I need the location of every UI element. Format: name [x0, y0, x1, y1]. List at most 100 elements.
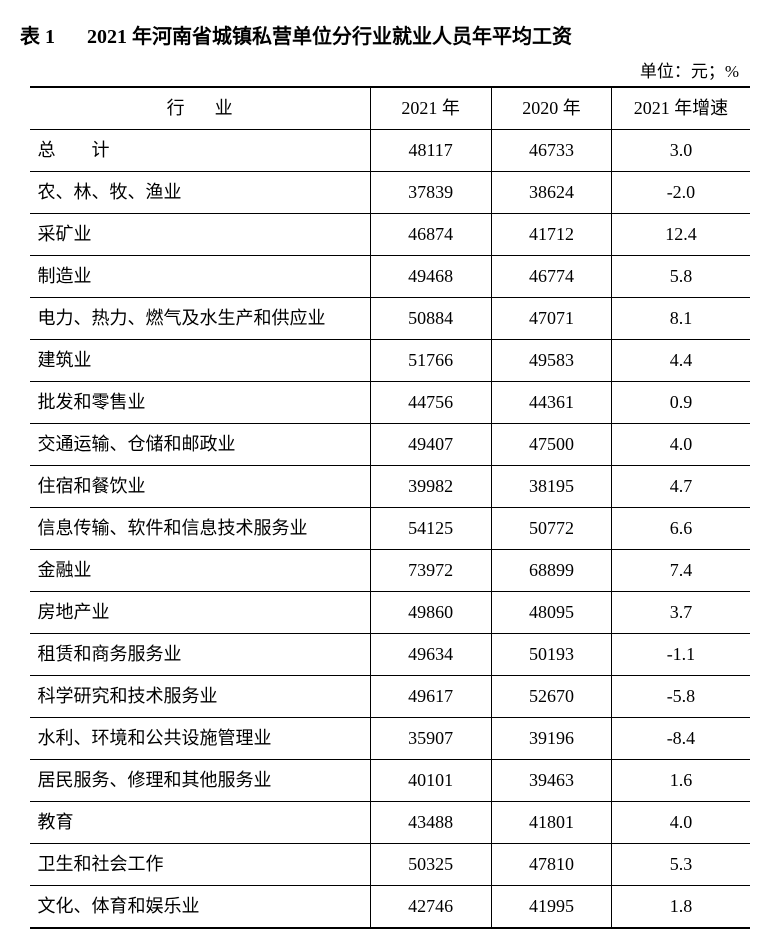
- table-number: 表 1: [20, 20, 55, 49]
- cell-2021: 40101: [370, 760, 491, 802]
- table-row: 批发和零售业44756443610.9: [30, 382, 750, 424]
- cell-2021: 49634: [370, 634, 491, 676]
- cell-industry: 居民服务、修理和其他服务业: [30, 760, 371, 802]
- cell-industry: 电力、热力、燃气及水生产和供应业: [30, 298, 371, 340]
- cell-industry: 金融业: [30, 550, 371, 592]
- cell-2021: 51766: [370, 340, 491, 382]
- cell-2020: 47071: [491, 298, 612, 340]
- cell-2020: 46733: [491, 130, 612, 172]
- cell-2021: 49407: [370, 424, 491, 466]
- table-row: 房地产业49860480953.7: [30, 592, 750, 634]
- cell-2020: 50772: [491, 508, 612, 550]
- cell-growth: 4.4: [612, 340, 750, 382]
- cell-industry: 文化、体育和娱乐业: [30, 886, 371, 929]
- cell-industry: 采矿业: [30, 214, 371, 256]
- table-row: 交通运输、仓储和邮政业49407475004.0: [30, 424, 750, 466]
- wage-table: 行业 2021 年 2020 年 2021 年增速 总 计48117467333…: [30, 86, 750, 929]
- table-row: 租赁和商务服务业4963450193-1.1: [30, 634, 750, 676]
- cell-growth: 4.0: [612, 802, 750, 844]
- cell-industry: 信息传输、软件和信息技术服务业: [30, 508, 371, 550]
- table-row: 教育43488418014.0: [30, 802, 750, 844]
- cell-growth: 5.8: [612, 256, 750, 298]
- col-header-industry: 行业: [30, 87, 371, 130]
- cell-growth: 1.8: [612, 886, 750, 929]
- cell-growth: 6.6: [612, 508, 750, 550]
- cell-growth: -5.8: [612, 676, 750, 718]
- table-row: 采矿业468744171212.4: [30, 214, 750, 256]
- cell-growth: 0.9: [612, 382, 750, 424]
- cell-industry: 教育: [30, 802, 371, 844]
- table-row: 制造业49468467745.8: [30, 256, 750, 298]
- cell-industry: 批发和零售业: [30, 382, 371, 424]
- cell-2020: 41712: [491, 214, 612, 256]
- cell-2021: 43488: [370, 802, 491, 844]
- cell-growth: 4.0: [612, 424, 750, 466]
- unit-label: 单位：元；%: [20, 57, 759, 82]
- cell-industry: 房地产业: [30, 592, 371, 634]
- cell-industry: 住宿和餐饮业: [30, 466, 371, 508]
- col-header-2021: 2021 年: [370, 87, 491, 130]
- table-title-row: 表 1 2021 年河南省城镇私营单位分行业就业人员年平均工资: [20, 20, 759, 49]
- cell-growth: 5.3: [612, 844, 750, 886]
- cell-2021: 50884: [370, 298, 491, 340]
- cell-2021: 49468: [370, 256, 491, 298]
- cell-2021: 35907: [370, 718, 491, 760]
- cell-2020: 48095: [491, 592, 612, 634]
- cell-2021: 48117: [370, 130, 491, 172]
- cell-growth: 8.1: [612, 298, 750, 340]
- table-row: 居民服务、修理和其他服务业40101394631.6: [30, 760, 750, 802]
- table-row: 农、林、牧、渔业3783938624-2.0: [30, 172, 750, 214]
- cell-2021: 49860: [370, 592, 491, 634]
- cell-2020: 47810: [491, 844, 612, 886]
- cell-growth: -8.4: [612, 718, 750, 760]
- table-row: 科学研究和技术服务业4961752670-5.8: [30, 676, 750, 718]
- col-header-2020: 2020 年: [491, 87, 612, 130]
- table-row: 住宿和餐饮业39982381954.7: [30, 466, 750, 508]
- cell-2021: 73972: [370, 550, 491, 592]
- cell-2020: 49583: [491, 340, 612, 382]
- cell-2020: 44361: [491, 382, 612, 424]
- header-row: 行业 2021 年 2020 年 2021 年增速: [30, 87, 750, 130]
- cell-industry: 租赁和商务服务业: [30, 634, 371, 676]
- table-row: 水利、环境和公共设施管理业3590739196-8.4: [30, 718, 750, 760]
- col-header-growth: 2021 年增速: [612, 87, 750, 130]
- cell-industry: 水利、环境和公共设施管理业: [30, 718, 371, 760]
- cell-industry: 总 计: [30, 130, 371, 172]
- cell-2020: 41801: [491, 802, 612, 844]
- cell-growth: 4.7: [612, 466, 750, 508]
- cell-2020: 41995: [491, 886, 612, 929]
- cell-2021: 39982: [370, 466, 491, 508]
- cell-2021: 49617: [370, 676, 491, 718]
- table-title: 2021 年河南省城镇私营单位分行业就业人员年平均工资: [87, 20, 572, 49]
- cell-2020: 46774: [491, 256, 612, 298]
- cell-2021: 42746: [370, 886, 491, 929]
- cell-2021: 37839: [370, 172, 491, 214]
- cell-growth: 3.7: [612, 592, 750, 634]
- table-row: 总 计48117467333.0: [30, 130, 750, 172]
- cell-growth: 12.4: [612, 214, 750, 256]
- cell-growth: 1.6: [612, 760, 750, 802]
- cell-industry: 卫生和社会工作: [30, 844, 371, 886]
- cell-2021: 44756: [370, 382, 491, 424]
- cell-2021: 50325: [370, 844, 491, 886]
- cell-industry: 建筑业: [30, 340, 371, 382]
- cell-2020: 52670: [491, 676, 612, 718]
- table-row: 信息传输、软件和信息技术服务业54125507726.6: [30, 508, 750, 550]
- cell-2020: 39196: [491, 718, 612, 760]
- cell-growth: -2.0: [612, 172, 750, 214]
- cell-2021: 54125: [370, 508, 491, 550]
- cell-2020: 50193: [491, 634, 612, 676]
- table-row: 电力、热力、燃气及水生产和供应业50884470718.1: [30, 298, 750, 340]
- cell-2020: 47500: [491, 424, 612, 466]
- cell-growth: 3.0: [612, 130, 750, 172]
- table-row: 文化、体育和娱乐业42746419951.8: [30, 886, 750, 929]
- table-row: 卫生和社会工作50325478105.3: [30, 844, 750, 886]
- cell-2020: 39463: [491, 760, 612, 802]
- cell-2020: 38195: [491, 466, 612, 508]
- table-row: 金融业73972688997.4: [30, 550, 750, 592]
- cell-growth: 7.4: [612, 550, 750, 592]
- table-row: 建筑业51766495834.4: [30, 340, 750, 382]
- cell-industry: 制造业: [30, 256, 371, 298]
- cell-growth: -1.1: [612, 634, 750, 676]
- cell-2020: 68899: [491, 550, 612, 592]
